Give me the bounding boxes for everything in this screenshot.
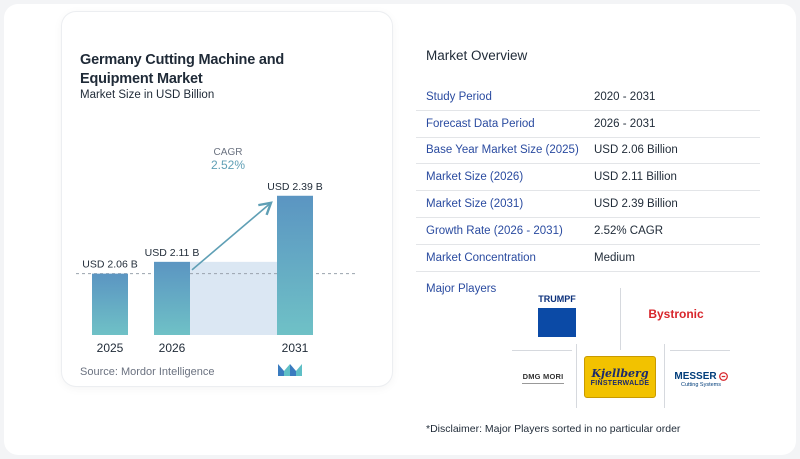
overview-row-value: 2.52% CAGR bbox=[594, 224, 664, 237]
overview-row-label: Market Size (2031) bbox=[426, 198, 524, 211]
major-players-grid: TRUMPF Bystronic DMG MORI Kjellberg FINS… bbox=[512, 288, 730, 410]
overview-row-label: Market Concentration bbox=[426, 251, 536, 264]
trumpf-logo: TRUMPF bbox=[536, 294, 578, 338]
messer-logo: MESSER Cutting Systems bbox=[670, 364, 732, 394]
x-tick-label: 2031 bbox=[282, 341, 309, 355]
overview-row: Market Size (2031) USD 2.39 Billion bbox=[416, 191, 760, 218]
overview-row-label: Growth Rate (2026 - 2031) bbox=[426, 224, 563, 237]
overview-row: Study Period 2020 - 2031 bbox=[416, 84, 760, 111]
overview-row: Growth Rate (2026 - 2031) 2.52% CAGR bbox=[416, 218, 760, 245]
data-label: USD 2.11 B bbox=[145, 247, 200, 259]
x-tick-label: 2025 bbox=[97, 341, 124, 355]
overview-row-value: USD 2.11 Billion bbox=[594, 171, 677, 184]
overview-row: Market Concentration Medium bbox=[416, 245, 760, 272]
major-players-title: Major Players bbox=[426, 283, 497, 295]
overview-row-label: Base Year Market Size (2025) bbox=[426, 144, 579, 157]
messer-mark-icon bbox=[718, 371, 728, 381]
bar bbox=[92, 273, 128, 335]
bar bbox=[277, 195, 313, 335]
x-tick-label: 2026 bbox=[159, 341, 186, 355]
overview-row-label: Study Period bbox=[426, 90, 492, 103]
disclaimer-note: *Disclaimer: Major Players sorted in no … bbox=[426, 423, 681, 435]
dmg-mori-logo: DMG MORI bbox=[514, 368, 572, 388]
data-label: USD 2.39 B bbox=[267, 181, 322, 193]
overview-row-value: 2020 - 2031 bbox=[594, 90, 656, 103]
overview-row-label: Market Size (2026) bbox=[426, 171, 524, 184]
overview-row-value: USD 2.06 Billion bbox=[594, 144, 678, 157]
bystronic-logo: Bystronic bbox=[648, 307, 704, 321]
market-overview-title: Market Overview bbox=[426, 48, 528, 63]
overview-row-value: USD 2.39 Billion bbox=[594, 198, 678, 211]
mordor-logo-icon bbox=[278, 364, 302, 376]
cagr-value: 2.52% bbox=[211, 158, 245, 172]
overview-row: Base Year Market Size (2025) USD 2.06 Bil… bbox=[416, 138, 760, 165]
data-label: USD 2.06 B bbox=[82, 259, 137, 271]
source-note: Source: Mordor Intelligence bbox=[80, 366, 215, 378]
kjellberg-logo: Kjellberg FINSTERWALDE bbox=[580, 352, 660, 402]
overview-row-value: 2026 - 2031 bbox=[594, 117, 656, 130]
bar-chart: USD 2.06 B 2025 USD 2.11 B 2026 USD 2.39 B 20… bbox=[76, 147, 358, 355]
cagr-arrow bbox=[191, 201, 273, 271]
bar bbox=[154, 261, 190, 335]
overview-row: Market Size (2026) USD 2.11 Billion bbox=[416, 164, 760, 192]
overview-row-label: Forecast Data Period bbox=[426, 117, 535, 130]
forecast-band bbox=[190, 261, 277, 335]
chart-title: Germany Cutting Machine and Equipment Ma… bbox=[80, 52, 285, 87]
chart-subtitle: Market Size in USD Billion bbox=[80, 89, 215, 101]
overview-row: Forecast Data Period 2026 - 2031 bbox=[416, 111, 760, 138]
cagr-label: CAGR bbox=[214, 147, 243, 158]
overview-row-value: Medium bbox=[594, 251, 635, 264]
market-overview-table: Study Period 2020 - 2031 Forecast Data Per… bbox=[416, 84, 760, 272]
